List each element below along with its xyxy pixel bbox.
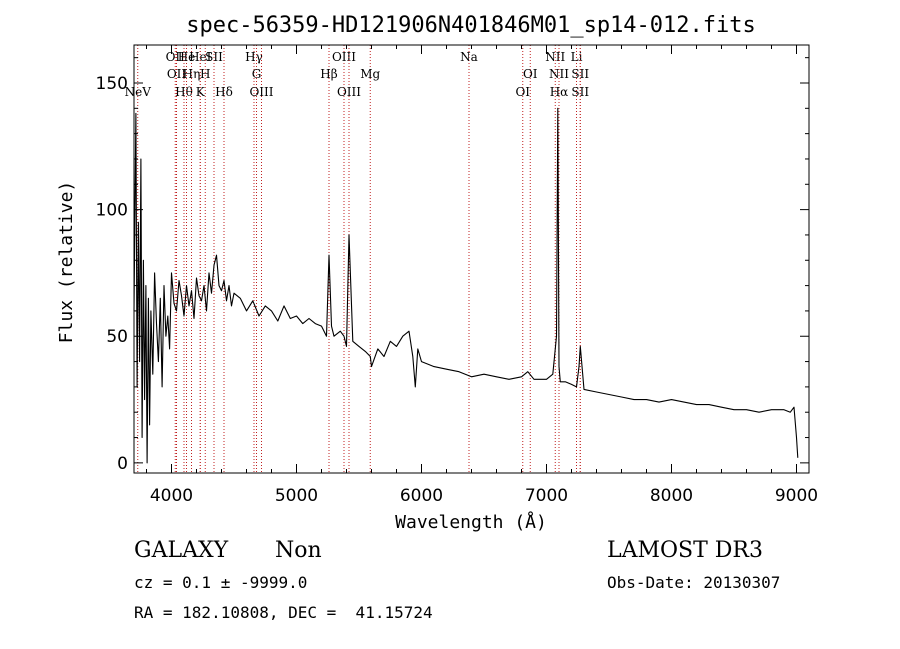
plot-frame xyxy=(133,44,810,474)
marker-label: Hβ xyxy=(320,67,337,81)
marker-label: OII xyxy=(167,67,187,81)
marker-label: OI xyxy=(523,67,538,81)
y-tick-label: 0 xyxy=(117,454,128,474)
chart-title: spec-56359-HD121906N401846M01_sp14-012.f… xyxy=(186,13,756,38)
y-tick-label: 150 xyxy=(96,74,128,94)
marker-label: He xyxy=(178,50,196,64)
marker-label: OII xyxy=(166,50,186,64)
marker-label: Hη xyxy=(183,67,201,81)
marker-label: OI xyxy=(515,85,530,99)
marker-label: OIII xyxy=(249,85,273,99)
spectrum-line xyxy=(133,107,799,464)
marker-label: Li xyxy=(571,50,583,64)
x-axis-label: Wavelength (Å) xyxy=(395,511,547,533)
marker-label: OIII xyxy=(332,50,356,64)
marker-label: Hα xyxy=(550,85,569,99)
x-tick-label: 9000 xyxy=(775,486,818,506)
x-tick-label: 7000 xyxy=(525,486,568,506)
x-tick-label: 4000 xyxy=(150,486,193,506)
marker-label: NeV xyxy=(125,85,152,99)
marker-label: Hγ xyxy=(245,50,263,64)
sky-coordinates: RA = 182.10808, DEC = 41.15724 xyxy=(134,603,433,622)
marker-label: G xyxy=(252,67,262,81)
x-tick-label: 8000 xyxy=(650,486,693,506)
marker-label: SII xyxy=(571,85,589,99)
marker-label: OIII xyxy=(337,85,361,99)
marker-label: H xyxy=(200,67,210,81)
marker-label: Hθ xyxy=(175,85,193,99)
y-axis: 0 50 100 150 xyxy=(96,57,809,474)
y-axis-label: Flux (relative) xyxy=(56,181,77,344)
marker-label: NII xyxy=(545,50,565,64)
x-tick-label: 6000 xyxy=(400,486,443,506)
redshift-readout: cz = 0.1 ± -9999.0 xyxy=(134,573,308,592)
y-tick-label: 100 xyxy=(96,201,128,221)
x-tick-label: 5000 xyxy=(275,486,318,506)
x-axis: 4000 5000 6000 7000 8000 9000 xyxy=(146,45,818,506)
y-tick-label: 50 xyxy=(106,327,128,347)
emission-line-markers: NeVOIIOIIHθHeHηHeIKHSIIHδHγGOIIIHβOIIIOI… xyxy=(125,45,589,473)
observation-date: Obs-Date: 20130307 xyxy=(607,573,781,592)
marker-label: SII xyxy=(571,67,589,81)
object-class: GALAXY xyxy=(134,538,229,563)
object-subclass: Non xyxy=(275,538,322,563)
marker-label: SII xyxy=(205,50,223,64)
marker-label: K xyxy=(196,85,206,99)
marker-label: Hδ xyxy=(215,85,233,99)
marker-label: NII xyxy=(549,67,569,81)
survey-name: LAMOST DR3 xyxy=(607,538,763,563)
spectrum-series xyxy=(133,107,799,464)
marker-label: Na xyxy=(460,50,478,64)
marker-label: Mg xyxy=(360,67,380,81)
